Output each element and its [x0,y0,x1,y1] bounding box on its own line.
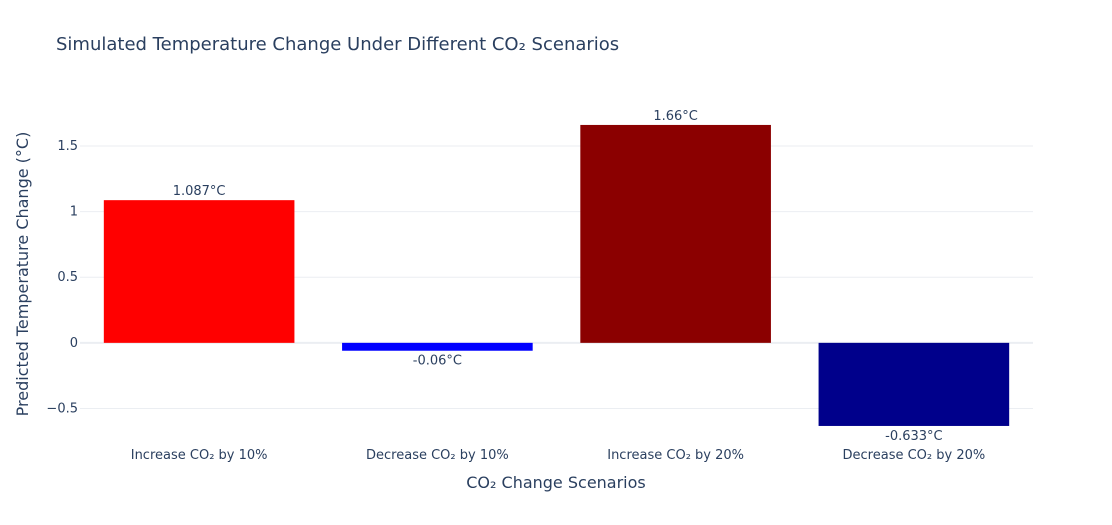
x-axis-ticks: Increase CO₂ by 10% Decrease CO₂ by 10% In… [131,448,986,463]
data-label: 1.66°C [653,109,698,124]
y-tick-label: 0 [70,336,78,351]
bar [818,342,1010,426]
y-tick-label: 0.5 [57,270,78,285]
x-axis-title: CO₂ Change Scenarios [466,473,646,492]
x-tick-label: Decrease CO₂ by 20% [843,448,986,463]
bar [580,124,771,343]
bar-layer [103,124,1010,426]
label-layer: 1.087°C -0.06°C 1.66°C -0.633°C [173,109,943,444]
chart-title: Simulated Temperature Change Under Diffe… [56,34,619,55]
x-tick-label: Increase CO₂ by 20% [607,448,744,463]
y-tick-label: 1.5 [57,139,78,154]
bar [342,342,533,351]
y-tick-label: −0.5 [46,401,78,416]
bar [103,200,295,343]
y-tick-label: 1 [70,205,78,220]
data-label: -0.633°C [885,429,942,444]
data-label: 1.087°C [173,184,226,199]
y-axis-title: Predicted Temperature Change (°C) [13,132,32,417]
x-tick-label: Increase CO₂ by 10% [131,448,268,463]
data-label: -0.06°C [413,354,462,369]
x-tick-label: Decrease CO₂ by 10% [366,448,509,463]
y-axis-ticks: −0.5 0 0.5 1 1.5 [46,139,78,417]
